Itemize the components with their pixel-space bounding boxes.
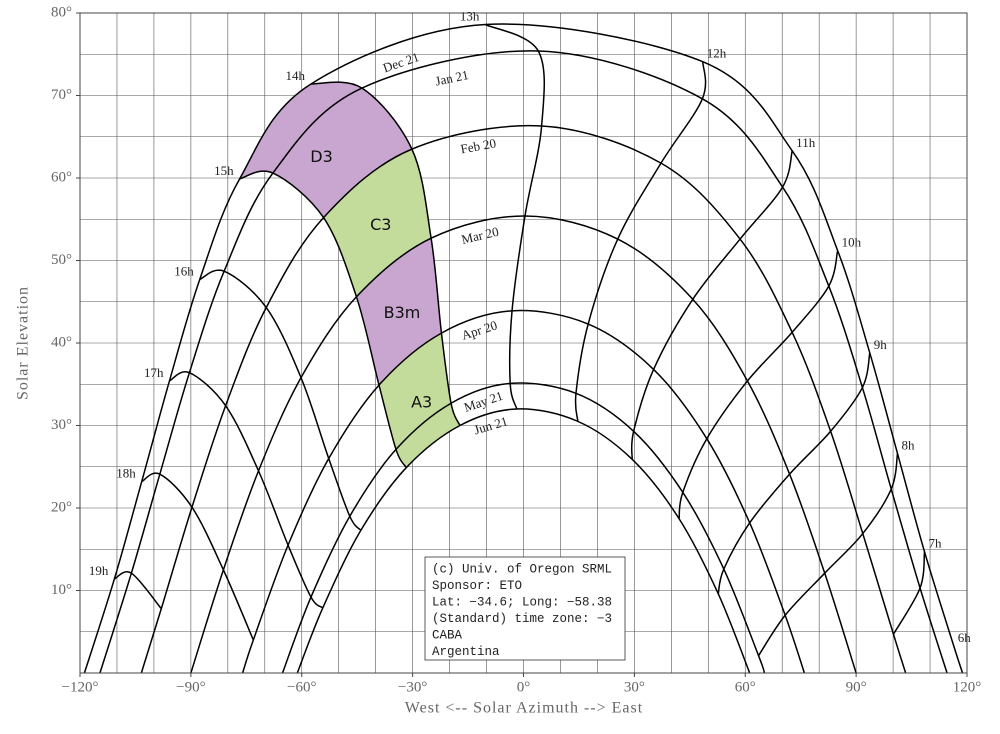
x-tick-label: 120°	[953, 679, 982, 695]
plot-frame	[79, 12, 968, 674]
hour-label: 19h	[89, 563, 109, 578]
hour-label: 8h	[902, 438, 916, 453]
hour-label: 12h	[707, 46, 727, 61]
hour-label: 13h	[460, 9, 480, 24]
zone	[239, 82, 412, 218]
x-tick-label: −30°	[398, 679, 427, 695]
hour-line	[141, 472, 255, 641]
y-tick-label: 20°	[51, 499, 72, 515]
hour-line	[892, 551, 926, 635]
date-line	[296, 408, 751, 674]
y-tick-label: 50°	[51, 252, 72, 268]
zone	[378, 333, 460, 468]
y-tick-label: 60°	[51, 169, 72, 185]
zone	[356, 238, 442, 386]
date-label: Dec 21	[381, 49, 421, 75]
y-tick-label: 40°	[51, 334, 72, 350]
y-axis-title: Solar Elevation	[15, 286, 32, 400]
info-line: Argentina	[432, 645, 500, 659]
hour-line	[630, 150, 793, 460]
info-line: (c) Univ. of Oregon SRML	[432, 562, 612, 576]
hour-line	[113, 571, 162, 610]
hour-line	[310, 81, 461, 426]
info-line: CABA	[432, 628, 463, 642]
hour-label: 14h	[285, 68, 305, 83]
hour-label: 17h	[144, 365, 164, 380]
date-line	[281, 382, 766, 674]
hour-line	[678, 250, 839, 519]
x-axis-title: West <-- Solar Azimuth --> East	[405, 700, 643, 717]
hour-label: 11h	[796, 135, 816, 150]
hour-line	[239, 170, 407, 468]
x-tick-label: 90°	[846, 679, 867, 695]
y-tick-label: 80°	[51, 4, 72, 20]
zone-label: D3	[310, 147, 333, 166]
x-tick-label: −120°	[62, 679, 99, 695]
y-tick-label: 10°	[51, 582, 72, 598]
zone-label: B3m	[384, 303, 421, 322]
hour-label: 16h	[174, 263, 194, 278]
y-tick-label: 30°	[51, 417, 72, 433]
zone-label: C3	[370, 215, 391, 234]
zones	[239, 82, 460, 468]
hour-label: 6h	[958, 630, 972, 645]
info-line: (Standard) time zone: −3	[432, 612, 612, 626]
x-tick-label: 60°	[735, 679, 756, 695]
date-label: Feb 20	[459, 135, 497, 156]
hour-line	[485, 23, 546, 410]
curves	[83, 23, 964, 674]
hour-label: 7h	[928, 536, 942, 551]
hour-label: 9h	[874, 337, 888, 352]
zone	[323, 149, 432, 297]
hour-label: 18h	[116, 466, 136, 481]
x-tick-label: −60°	[287, 679, 316, 695]
x-tick-label: −90°	[176, 679, 205, 695]
y-tick-label: 70°	[51, 87, 72, 103]
x-tick-label: 30°	[624, 679, 645, 695]
hour-line	[717, 352, 871, 594]
info-line: Sponsor: ETO	[432, 579, 522, 593]
info-box: (c) Univ. of Oregon SRML Sponsor: ETO Lat:…	[424, 556, 626, 661]
zone-label: A3	[411, 392, 432, 411]
date-label: Mar 20	[460, 224, 500, 247]
hour-line	[199, 269, 362, 531]
date-label: Jan 21	[434, 67, 470, 89]
hour-line	[757, 453, 899, 657]
info-line: Lat: −34.6; Long: −58.38	[432, 595, 612, 609]
x-tick-label: 0°	[517, 679, 531, 695]
info-frame	[424, 556, 626, 661]
hour-line	[169, 371, 324, 609]
hour-label: 10h	[842, 235, 862, 250]
date-line	[83, 23, 964, 674]
hour-label: 15h	[214, 163, 234, 178]
hour-line	[574, 61, 707, 422]
